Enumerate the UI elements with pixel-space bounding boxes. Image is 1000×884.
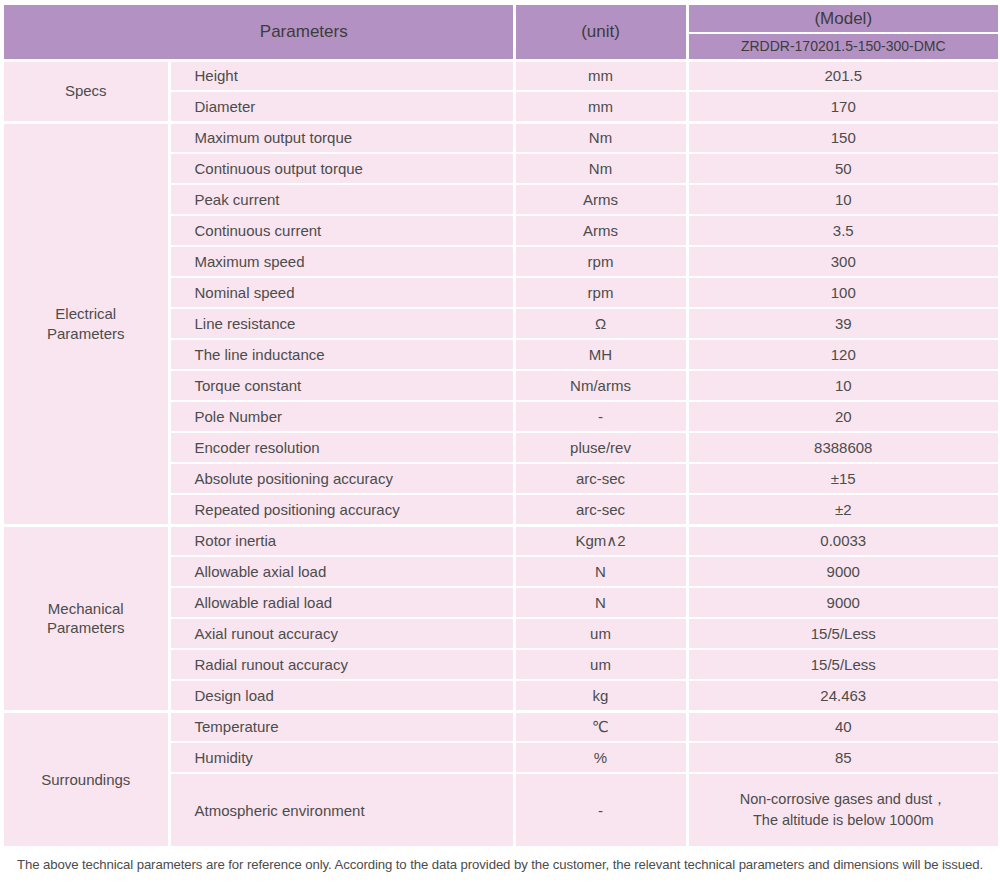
param-value: 3.5: [687, 215, 999, 246]
section-label-electrical: Electrical Parameters: [3, 122, 169, 525]
param-value: 201.5: [687, 60, 999, 91]
param-unit: arc-sec: [514, 463, 687, 494]
param-name: The line inductance: [169, 339, 514, 370]
param-unit: ℃: [514, 711, 687, 742]
table-body: Specs Height mm 201.5 Diameter mm 170 El…: [3, 60, 999, 847]
param-unit: rpm: [514, 246, 687, 277]
header-model-number: ZRDDR-170201.5-150-300-DMC: [687, 33, 999, 60]
param-unit: Nm/arms: [514, 370, 687, 401]
param-unit: Nm: [514, 122, 687, 153]
param-unit: MH: [514, 339, 687, 370]
param-name: Continuous current: [169, 215, 514, 246]
param-value: 85: [687, 742, 999, 773]
param-value: 300: [687, 246, 999, 277]
param-name: Pole Number: [169, 401, 514, 432]
param-name: Temperature: [169, 711, 514, 742]
param-name: Encoder resolution: [169, 432, 514, 463]
param-name: Maximum speed: [169, 246, 514, 277]
table-row: Surroundings Temperature ℃ 40: [3, 711, 999, 742]
param-name: Torque constant: [169, 370, 514, 401]
motor-spec-table: Parameters (unit) (Model) ZRDDR-170201.5…: [2, 3, 1000, 848]
table-row: Electrical Parameters Maximum output tor…: [3, 122, 999, 153]
param-value: 40: [687, 711, 999, 742]
param-value: 39: [687, 308, 999, 339]
param-name: Line resistance: [169, 308, 514, 339]
param-unit: um: [514, 649, 687, 680]
param-unit: mm: [514, 60, 687, 91]
param-unit: pluse/rev: [514, 432, 687, 463]
param-unit: Ω: [514, 308, 687, 339]
param-value: 120: [687, 339, 999, 370]
param-name: Design load: [169, 680, 514, 711]
param-name: Allowable axial load: [169, 556, 514, 587]
param-name: Peak current: [169, 184, 514, 215]
param-name: Continuous output torque: [169, 153, 514, 184]
param-name: Radial runout accuracy: [169, 649, 514, 680]
table-row: Mechanical Parameters Rotor inertia Kgm∧…: [3, 525, 999, 556]
param-name: Axial runout accuracy: [169, 618, 514, 649]
param-value: 9000: [687, 587, 999, 618]
header-parameters: Parameters: [3, 4, 514, 60]
param-value: 8388608: [687, 432, 999, 463]
param-unit: arc-sec: [514, 494, 687, 525]
param-unit: -: [514, 401, 687, 432]
param-name: Absolute positioning accuracy: [169, 463, 514, 494]
param-value: 100: [687, 277, 999, 308]
param-name: Allowable radial load: [169, 587, 514, 618]
param-value: 24.463: [687, 680, 999, 711]
param-value: 15/5/Less: [687, 649, 999, 680]
param-unit: Arms: [514, 215, 687, 246]
param-name: Maximum output torque: [169, 122, 514, 153]
param-value: 10: [687, 370, 999, 401]
param-unit: um: [514, 618, 687, 649]
param-unit: Nm: [514, 153, 687, 184]
param-unit: N: [514, 587, 687, 618]
param-value: 15/5/Less: [687, 618, 999, 649]
param-value: 20: [687, 401, 999, 432]
param-unit: N: [514, 556, 687, 587]
param-unit: -: [514, 773, 687, 847]
param-value: Non-corrosive gases and dust， The altitu…: [687, 773, 999, 847]
param-value: ±15: [687, 463, 999, 494]
param-value: 9000: [687, 556, 999, 587]
param-name: Humidity: [169, 742, 514, 773]
table-header: Parameters (unit) (Model) ZRDDR-170201.5…: [3, 4, 999, 60]
param-unit: rpm: [514, 277, 687, 308]
table-row: Specs Height mm 201.5: [3, 60, 999, 91]
header-model: (Model): [687, 4, 999, 33]
section-label-surroundings: Surroundings: [3, 711, 169, 847]
param-name: Nominal speed: [169, 277, 514, 308]
param-value: 10: [687, 184, 999, 215]
param-unit: %: [514, 742, 687, 773]
param-value: 150: [687, 122, 999, 153]
header-unit: (unit): [514, 4, 687, 60]
param-unit: Kgm∧2: [514, 525, 687, 556]
section-label-mechanical: Mechanical Parameters: [3, 525, 169, 711]
param-value: 0.0033: [687, 525, 999, 556]
spec-table-container: Parameters (unit) (Model) ZRDDR-170201.5…: [0, 0, 1000, 848]
param-name: Height: [169, 60, 514, 91]
param-value: 50: [687, 153, 999, 184]
param-name: Atmospheric environment: [169, 773, 514, 847]
param-unit: mm: [514, 91, 687, 122]
reference-note: The above technical parameters are for r…: [0, 857, 1000, 872]
param-name: Diameter: [169, 91, 514, 122]
param-value: 170: [687, 91, 999, 122]
param-value: ±2: [687, 494, 999, 525]
section-label-specs: Specs: [3, 60, 169, 122]
param-unit: Arms: [514, 184, 687, 215]
param-name: Repeated positioning accuracy: [169, 494, 514, 525]
param-unit: kg: [514, 680, 687, 711]
param-name: Rotor inertia: [169, 525, 514, 556]
